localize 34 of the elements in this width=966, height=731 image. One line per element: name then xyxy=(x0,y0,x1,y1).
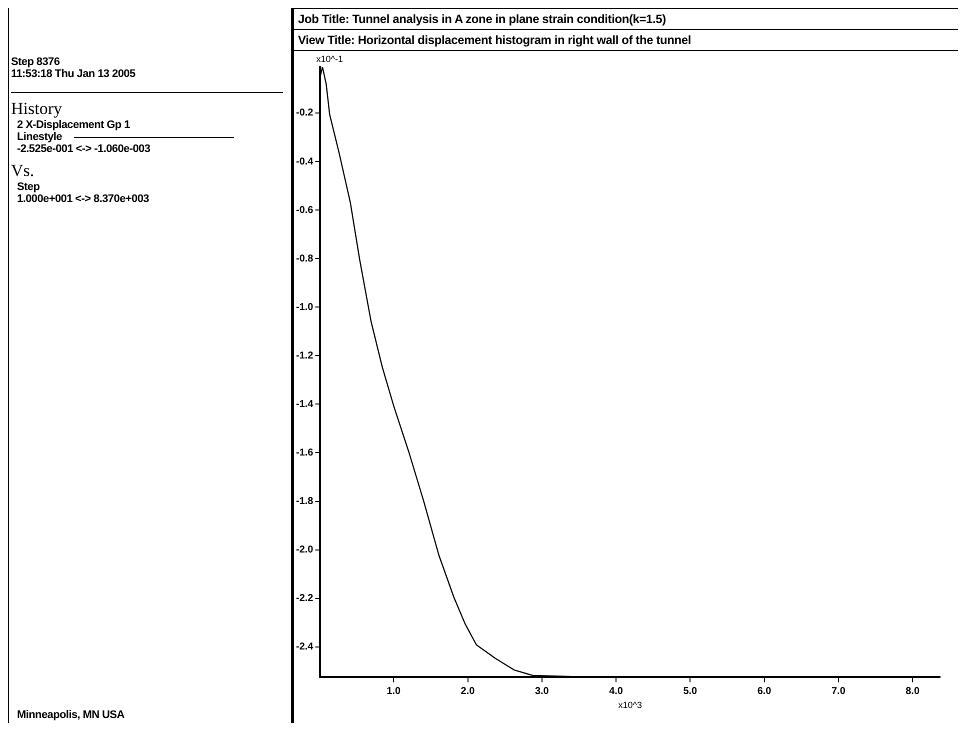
x-tick-label: 7.0 xyxy=(831,686,846,697)
x-axis-title: x10^3 xyxy=(618,700,642,710)
y-axis-title: x10^-1 xyxy=(316,54,343,64)
y-tick-label: -1.2 xyxy=(296,350,314,362)
x-tick-label: 8.0 xyxy=(906,686,920,697)
x-tick-label: 3.0 xyxy=(534,686,550,697)
y-tick-label: -1.0 xyxy=(296,302,314,313)
y-tick-label: -2.2 xyxy=(296,593,314,604)
y-tick-label: -0.8 xyxy=(296,253,314,264)
y-tick-label: -1.8 xyxy=(296,496,314,508)
text: -2.525e-001 <-> -1.060e-003 xyxy=(17,143,150,155)
text: Step xyxy=(17,181,40,193)
text: Vs. xyxy=(11,161,34,181)
text: 1.000e+001 <-> 8.370e+003 xyxy=(17,193,149,205)
text: 2 X-Displacement Gp 1 xyxy=(17,119,130,131)
y-tick-label: -0.4 xyxy=(296,156,314,168)
chart-subtitle: View Title: Horizontal displacement histogram in right wall of the tunnel xyxy=(294,30,958,51)
text: Step 8376 xyxy=(11,56,60,68)
x-tick-label: 2.0 xyxy=(460,686,476,697)
x-tick-label: 5.0 xyxy=(683,686,698,697)
y-tick-label: -2.4 xyxy=(296,642,314,653)
y-tick-label: -1.4 xyxy=(296,398,314,410)
text: Linestyle xyxy=(17,131,62,143)
text: 11:53:18 Thu Jan 13 2005 xyxy=(11,68,136,80)
y-tick-label: -2.0 xyxy=(296,544,314,556)
x-tick-label: 1.0 xyxy=(386,686,402,697)
y-tick-label: -0.6 xyxy=(296,204,314,216)
text: Minneapolis, MN USA xyxy=(17,709,124,721)
y-tick-label: -0.2 xyxy=(296,108,314,119)
chart-title: Job Title: Tunnel analysis in A zone in plane strain condition(k=1.5) xyxy=(294,8,958,30)
text: History xyxy=(11,99,62,119)
x-tick-label: 6.0 xyxy=(757,686,772,697)
y-tick-label: -1.6 xyxy=(296,447,314,458)
x-tick-label: 4.0 xyxy=(609,686,624,697)
